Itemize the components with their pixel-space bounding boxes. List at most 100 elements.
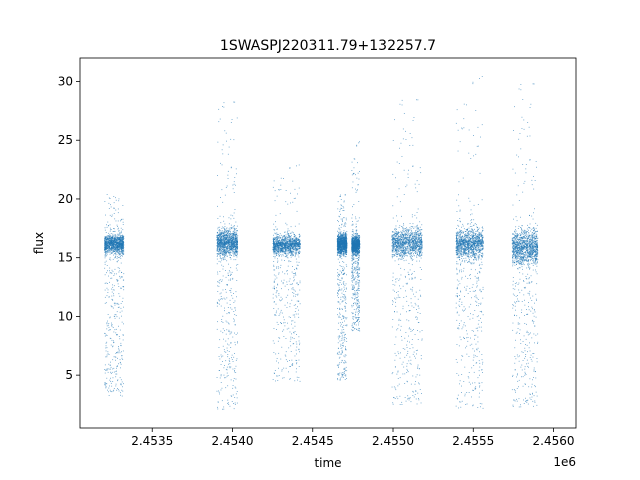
data-point <box>343 210 345 211</box>
data-point <box>230 244 232 246</box>
data-point <box>293 254 294 256</box>
data-point <box>294 247 296 248</box>
data-point <box>218 246 220 248</box>
data-point <box>118 390 120 392</box>
data-point <box>221 246 223 248</box>
data-point <box>233 244 235 246</box>
data-point <box>342 247 344 249</box>
data-point <box>298 309 299 311</box>
data-point <box>226 366 228 368</box>
data-point <box>223 247 225 249</box>
data-point <box>346 236 347 238</box>
data-point <box>220 230 222 232</box>
data-point <box>234 344 236 346</box>
data-point <box>287 242 288 244</box>
data-point <box>232 238 234 240</box>
data-point <box>218 235 220 237</box>
data-point <box>122 241 124 243</box>
data-point <box>220 234 222 236</box>
data-point <box>120 262 122 264</box>
data-point <box>224 250 226 252</box>
data-point <box>110 240 112 242</box>
data-point <box>286 250 288 252</box>
data-point <box>288 235 290 237</box>
data-point <box>225 234 227 235</box>
data-point <box>229 299 231 301</box>
data-point <box>218 239 220 241</box>
data-point <box>115 250 117 252</box>
data-point <box>223 216 224 218</box>
data-point <box>298 223 300 225</box>
data-point <box>106 251 108 253</box>
data-point <box>122 334 124 336</box>
data-point <box>274 249 276 250</box>
data-point <box>115 370 117 372</box>
data-point <box>230 243 232 245</box>
data-point <box>110 305 112 307</box>
data-point <box>227 375 229 376</box>
data-point <box>225 276 227 278</box>
data-point <box>223 232 225 234</box>
data-point <box>118 245 120 247</box>
data-point <box>221 249 223 251</box>
data-point <box>290 249 292 251</box>
data-point <box>109 245 111 247</box>
data-point <box>282 245 284 246</box>
data-point <box>290 244 292 246</box>
data-point <box>282 283 284 285</box>
data-point <box>236 247 238 249</box>
data-point <box>277 235 278 237</box>
data-point <box>111 339 113 341</box>
data-point <box>226 241 228 243</box>
data-point <box>115 383 117 385</box>
data-point <box>120 240 122 242</box>
data-point <box>119 253 121 255</box>
data-point <box>231 227 232 228</box>
data-point <box>115 256 116 258</box>
data-point <box>231 234 233 236</box>
data-point <box>278 249 280 251</box>
data-point <box>276 360 277 362</box>
data-point <box>277 247 279 249</box>
data-point <box>284 249 286 251</box>
data-point <box>217 249 219 251</box>
data-point <box>272 247 274 249</box>
data-point <box>122 253 124 254</box>
data-point <box>106 242 107 244</box>
data-point <box>279 247 281 249</box>
data-point <box>280 241 282 243</box>
data-point <box>219 233 221 234</box>
data-point <box>112 258 114 260</box>
data-point <box>294 236 296 238</box>
data-point <box>288 249 290 251</box>
data-point <box>104 254 106 256</box>
data-point <box>112 381 114 382</box>
data-point <box>226 238 228 240</box>
data-point <box>110 249 111 251</box>
data-point <box>229 236 231 238</box>
data-point <box>288 250 290 252</box>
data-point <box>235 235 236 237</box>
data-point <box>113 275 115 276</box>
data-point <box>292 314 294 316</box>
data-point <box>221 237 222 238</box>
data-point <box>341 278 343 280</box>
data-point <box>282 255 284 257</box>
data-point <box>277 236 278 238</box>
data-point <box>296 165 297 167</box>
data-point <box>220 247 222 249</box>
data-point <box>224 243 226 245</box>
data-point <box>284 304 286 306</box>
data-point <box>104 302 106 304</box>
data-point <box>284 237 286 239</box>
data-point <box>221 298 223 300</box>
data-point <box>287 250 289 252</box>
data-point <box>222 240 224 242</box>
data-point <box>280 322 282 324</box>
data-point <box>289 248 291 250</box>
data-point <box>112 345 114 347</box>
data-point <box>275 237 277 238</box>
data-point <box>114 304 116 306</box>
data-point <box>107 368 109 370</box>
data-point <box>284 248 286 250</box>
